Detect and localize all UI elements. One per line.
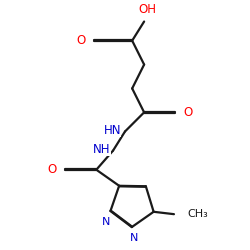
- Text: O: O: [76, 34, 86, 47]
- Text: N: N: [130, 233, 138, 243]
- Text: OH: OH: [139, 2, 157, 16]
- Text: N: N: [102, 217, 110, 227]
- Text: NH: NH: [93, 143, 111, 156]
- Text: HN: HN: [104, 124, 122, 137]
- Text: CH₃: CH₃: [187, 209, 208, 219]
- Text: O: O: [184, 106, 193, 119]
- Text: O: O: [48, 163, 57, 176]
